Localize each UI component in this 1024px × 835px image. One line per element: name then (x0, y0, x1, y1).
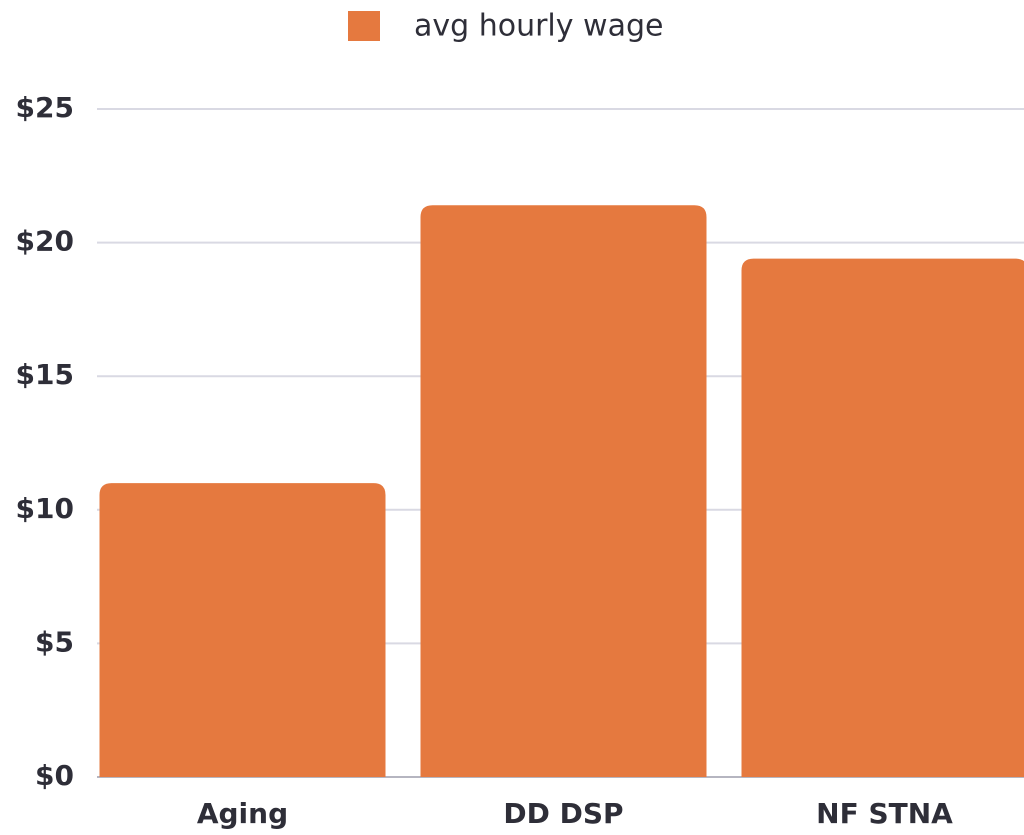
y-tick-label: $20 (16, 225, 74, 258)
legend-swatch (348, 11, 380, 41)
x-tick-label: NF STNA (816, 797, 953, 830)
y-tick-label: $0 (35, 759, 74, 792)
y-tick-label: $25 (16, 91, 74, 124)
x-tick-label: Aging (197, 797, 288, 830)
y-tick-label: $10 (16, 492, 74, 525)
bar (99, 483, 386, 777)
y-tick-label: $15 (16, 358, 74, 391)
legend-label: avg hourly wage (414, 9, 663, 44)
y-tick-label: $5 (35, 625, 74, 658)
x-tick-label: DD DSP (503, 797, 623, 830)
bar (420, 205, 707, 777)
bar (741, 258, 1024, 777)
